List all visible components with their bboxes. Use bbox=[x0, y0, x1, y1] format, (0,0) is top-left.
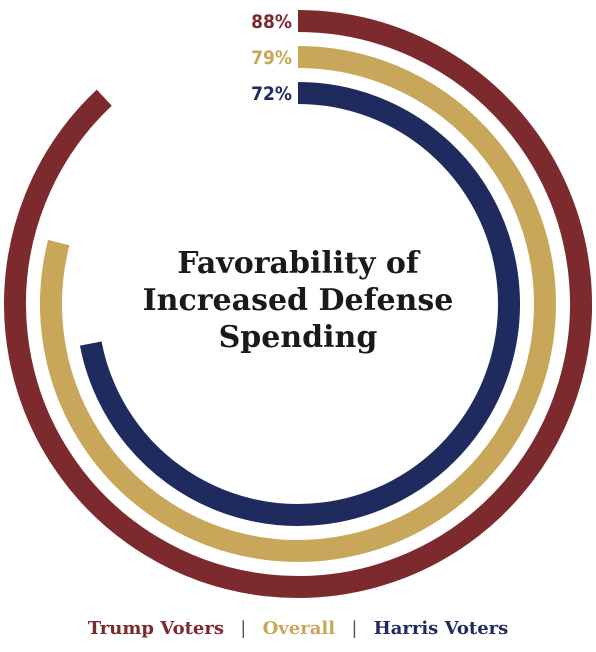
ring-bar-overall bbox=[40, 46, 556, 562]
ring-bar-harris-voters bbox=[79, 82, 520, 526]
chart-title: Favorability of Increased Defense Spendi… bbox=[143, 246, 454, 355]
value-label-overall: 79% bbox=[251, 47, 292, 69]
title-line-1: Favorability of bbox=[177, 246, 421, 281]
ring-bar-trump-voters bbox=[4, 10, 592, 598]
legend-item-harris-voters: Harris Voters bbox=[373, 618, 509, 639]
legend-separator: | bbox=[240, 618, 247, 639]
value-label-group: 88% 79% 72% bbox=[251, 11, 292, 105]
ring-group bbox=[4, 10, 592, 598]
legend-item-overall: Overall bbox=[262, 618, 336, 639]
legend: Trump Voters | Overall | Harris Voters bbox=[0, 618, 596, 639]
legend-item-trump-voters: Trump Voters bbox=[87, 618, 224, 639]
value-label-trump-voters: 88% bbox=[251, 11, 292, 33]
title-line-2: Increased Defense bbox=[143, 283, 454, 318]
value-label-harris-voters: 72% bbox=[251, 83, 292, 105]
legend-separator: | bbox=[351, 618, 358, 639]
title-line-3: Spending bbox=[219, 320, 378, 355]
